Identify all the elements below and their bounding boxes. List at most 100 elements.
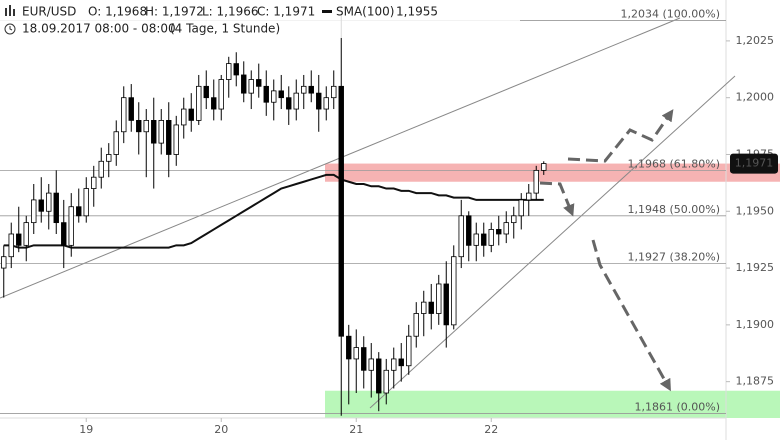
candle-body [211,97,217,110]
candle-body [8,233,14,258]
candle-body [106,154,112,162]
candle-body [526,192,532,201]
candle-body [83,188,89,217]
sma-line [3,173,544,249]
candle-body [481,233,487,246]
candle-body [421,301,427,314]
candle-body [1,256,7,269]
candle-body [68,206,74,246]
candle-body [398,358,404,367]
candle-body [316,92,322,110]
candle-body [338,85,344,337]
candle-body [53,192,59,224]
candle-body [406,335,412,367]
y-tick-label: 1,2025 [736,34,775,47]
candle-body [518,199,524,217]
candle-body [496,229,502,235]
y-tick-label: 1,1900 [736,318,775,331]
price-tag-label: 1,1971 [735,157,774,170]
candle-body [76,206,82,217]
clock-icon [9,26,13,31]
candle-body [46,192,52,212]
candle-body [136,120,142,133]
candle-body [233,63,239,76]
period: 18.09.2017 08:00 - 08:00 [22,22,176,36]
fib-label: 1,1927 (38.20%) [627,251,720,264]
scenario-arrow [539,181,575,217]
candle-body [413,313,419,337]
span: (4 Tage, 1 Stunde) [170,22,280,36]
candle-body [353,347,359,360]
candle-body [323,97,329,110]
candle-body [278,90,284,99]
symbol: EUR/USD [22,5,76,19]
candle-body [31,199,37,224]
sma-value: 1,1955 [396,5,438,19]
candle-body [301,85,307,94]
candle-body [203,85,209,99]
price-tag [730,153,778,174]
candle-body [503,222,509,235]
scenario-arrow [567,109,674,163]
y-tick-label: 1,2000 [736,91,775,104]
candle-body [443,283,449,326]
candle-body [241,74,247,94]
fib-label: 1,1861 (0.00%) [634,400,720,413]
candle-body [226,63,232,80]
x-tick-label: 20 [214,423,228,436]
candle-body [196,85,202,121]
candle-body [436,283,442,314]
y-tick-label: 1,1875 [736,375,775,388]
candle-body [143,120,149,133]
candle-body [91,176,97,189]
candle-body [361,347,367,371]
candle-body [451,256,457,326]
candle-body [256,79,262,87]
candle-body [293,92,299,110]
clock-icon [4,23,16,35]
y-tick-label: 1,1950 [736,204,775,217]
zone [325,163,780,182]
candle-body [98,160,104,178]
sma-name: SMA(100) [336,5,394,19]
ohlc-high: H: 1,1972 [145,5,204,19]
candle-body [383,369,389,394]
scenario-arrow [591,239,671,392]
candle-body [346,335,352,360]
candle-body [158,120,164,144]
candle-body [286,97,292,110]
candle-body [188,108,194,121]
icon [13,9,15,16]
icon [5,8,7,16]
candle-body [218,79,224,110]
y-tick-label: 1,1925 [736,261,775,274]
x-tick-label: 19 [79,423,93,436]
candle-body [458,215,464,258]
candle-body [271,90,277,103]
candle-body [368,358,374,371]
header-bg [0,0,520,38]
header: EUR/USD O: 1,1968 H: 1,1972 L: 1,1966 C:… [4,5,438,36]
trend-line [369,75,736,409]
candle-body [488,229,494,246]
fib-label: 1,2034 (100.00%) [620,7,720,20]
candle-body [473,233,479,246]
candle-body [331,85,337,99]
candle-body [376,358,382,394]
candle-body [181,108,187,126]
fib-label: 1,1968 (61.80%) [627,157,720,170]
candle-body [121,97,127,133]
x-tick-label: 22 [484,423,498,436]
candle-body [16,233,22,246]
candle-body [38,199,44,212]
candle-body [166,120,172,155]
x-tick-label: 21 [349,423,363,436]
candle-body [533,169,539,194]
candle-body [308,85,314,94]
candle-body [113,131,119,155]
candle-body [248,79,254,94]
candle-body [263,85,269,103]
candle-body [541,163,547,171]
